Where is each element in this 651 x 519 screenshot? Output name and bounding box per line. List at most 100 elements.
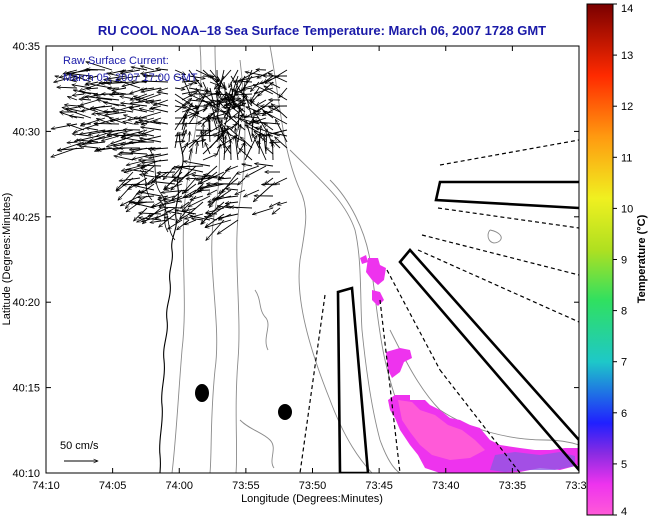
x-axis-ticks: 74:10 74:05 74:00 73:55 73:50 73:45 73:40 73:35… <box>32 46 593 492</box>
current-vector <box>253 183 274 202</box>
current-vector <box>134 207 148 221</box>
current-vector <box>181 130 186 143</box>
land-blob-1 <box>195 384 209 402</box>
colorbar-tick-label: 12 <box>621 101 633 113</box>
current-vector <box>120 152 148 154</box>
current-vector <box>181 81 199 82</box>
current-vector <box>184 183 197 193</box>
current-vector <box>154 122 169 125</box>
current-vector <box>69 116 85 119</box>
current-vector <box>205 219 232 228</box>
colorbar-tick-label: 10 <box>621 203 633 215</box>
current-vector <box>215 75 225 94</box>
current-vector <box>229 116 246 131</box>
current-vector <box>196 142 198 155</box>
current-vector <box>196 178 211 180</box>
current-vector <box>88 75 99 79</box>
current-vector <box>129 202 155 209</box>
current-vector <box>153 182 176 185</box>
current-label-line1: Raw Surface Current: <box>63 55 169 67</box>
x-tick-label: 73:55 <box>232 480 260 492</box>
current-vector <box>120 195 141 207</box>
current-vector <box>250 101 267 113</box>
current-vector <box>246 121 253 143</box>
current-vector <box>201 131 203 149</box>
current-vector <box>151 108 169 113</box>
current-vector <box>232 89 246 95</box>
current-vector <box>62 107 85 113</box>
current-vector <box>263 110 288 125</box>
current-vector <box>86 128 99 130</box>
current-vector <box>121 103 148 107</box>
current-vector <box>270 82 281 89</box>
current-vector <box>225 202 239 204</box>
current-vector <box>131 67 148 71</box>
current-vector <box>254 87 274 93</box>
current-vector <box>80 117 106 126</box>
current-vector <box>174 88 185 90</box>
current-vector <box>141 87 162 92</box>
current-vector <box>202 76 214 77</box>
current-vector <box>250 87 260 101</box>
current-vector <box>138 133 155 137</box>
current-vector <box>120 96 141 101</box>
sst-pixels <box>360 255 579 473</box>
colorbar-ticks: 14 13 12 11 10 9 8 7 6 5 4 <box>613 3 633 518</box>
current-vector <box>175 210 197 215</box>
current-vector <box>167 211 183 215</box>
x-tick-label: 73:40 <box>432 480 460 492</box>
current-vector <box>174 141 185 142</box>
current-vector <box>245 142 246 155</box>
land-blob-2 <box>278 404 292 420</box>
current-vector <box>230 207 253 208</box>
current-vector <box>51 147 78 157</box>
current-vector <box>188 131 207 149</box>
current-vector <box>251 134 260 149</box>
current-vector <box>188 69 202 87</box>
current-vector <box>181 91 199 95</box>
map-plot-area: Raw Surface Current: March 05, 2007 17:0… <box>51 46 579 473</box>
current-vector <box>255 164 274 167</box>
current-vector <box>202 81 208 92</box>
dashed-transect-lines <box>299 139 579 473</box>
current-vector <box>271 140 281 149</box>
current-vector <box>130 99 155 104</box>
current-vector <box>237 81 253 82</box>
current-vector <box>165 183 183 190</box>
current-vector <box>264 123 274 131</box>
current-vector <box>177 219 190 230</box>
current-vector <box>141 213 169 222</box>
colorbar-tick-label: 11 <box>621 152 632 164</box>
current-vector <box>277 201 288 205</box>
current-vector <box>86 69 106 70</box>
colorbar-tick-label: 14 <box>621 3 633 15</box>
current-vector <box>235 189 246 196</box>
current-vector <box>142 159 169 163</box>
current-vector <box>127 169 148 173</box>
current-vector <box>149 153 169 158</box>
current-vector <box>207 189 218 196</box>
current-vector <box>188 114 197 125</box>
current-vector <box>108 88 120 89</box>
current-vector <box>109 94 134 95</box>
current-vector <box>177 195 190 200</box>
current-vector <box>188 195 211 208</box>
current-vector <box>153 99 169 105</box>
current-vector <box>222 171 239 193</box>
current-vector <box>228 69 239 88</box>
current-vector <box>79 146 99 149</box>
current-vector <box>235 135 239 161</box>
current-vector <box>253 84 274 95</box>
current-vector <box>202 102 210 113</box>
current-vector <box>239 148 253 161</box>
current-vector <box>221 99 239 113</box>
current-vector <box>133 185 155 191</box>
current-vector <box>269 106 281 113</box>
current-vector <box>159 207 183 208</box>
colorbar-tick-label: 8 <box>621 306 627 318</box>
current-vector <box>168 219 183 230</box>
y-tick-label: 40:20 <box>12 297 40 309</box>
current-vector <box>181 143 189 155</box>
current-vector <box>274 119 288 143</box>
current-vector <box>200 171 225 185</box>
